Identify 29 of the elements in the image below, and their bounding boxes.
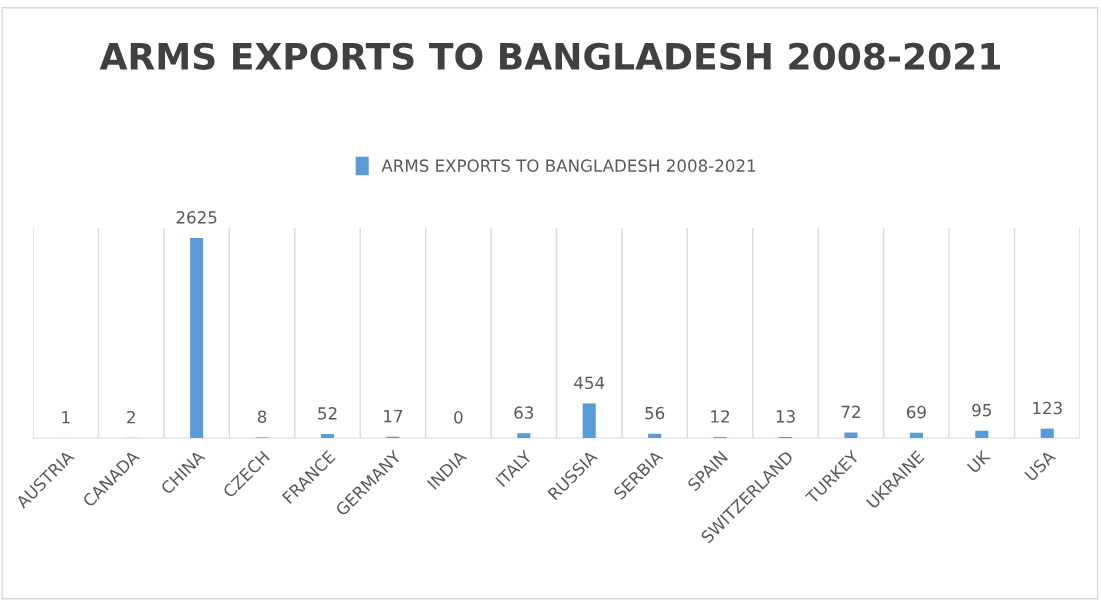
data-label: 12 (711, 410, 730, 423)
chart-title: ARMS EXPORTS TO BANGLADESH 2008-2021 (99, 42, 1001, 70)
data-label: 0 (454, 411, 463, 424)
data-label: 1 (62, 411, 70, 424)
bar (844, 432, 858, 438)
data-label: 69 (906, 405, 926, 419)
bar (1040, 428, 1054, 438)
bar (190, 238, 204, 438)
bar (648, 433, 662, 438)
bar (517, 433, 531, 438)
bar (582, 403, 596, 438)
data-label: 72 (841, 405, 860, 418)
data-label: 56 (645, 406, 665, 420)
data-label: 123 (1033, 401, 1062, 415)
data-label: 2 (127, 410, 135, 424)
data-label: 2625 (176, 211, 217, 224)
data-label: 8 (257, 410, 267, 424)
data-label: 95 (972, 403, 991, 417)
x-tick-label: USA (1024, 449, 1057, 482)
bar (909, 432, 923, 438)
data-label: 63 (514, 406, 534, 419)
data-label: 13 (776, 410, 795, 423)
bar (975, 430, 989, 438)
data-label: 454 (574, 376, 605, 390)
data-label: 17 (384, 409, 403, 423)
data-label: 52 (318, 407, 337, 420)
bar (320, 434, 335, 438)
legend-label: ARMS EXPORTS TO BANGLADESH 2008-2021 (381, 159, 756, 172)
x-tick-label: UK (966, 449, 992, 474)
